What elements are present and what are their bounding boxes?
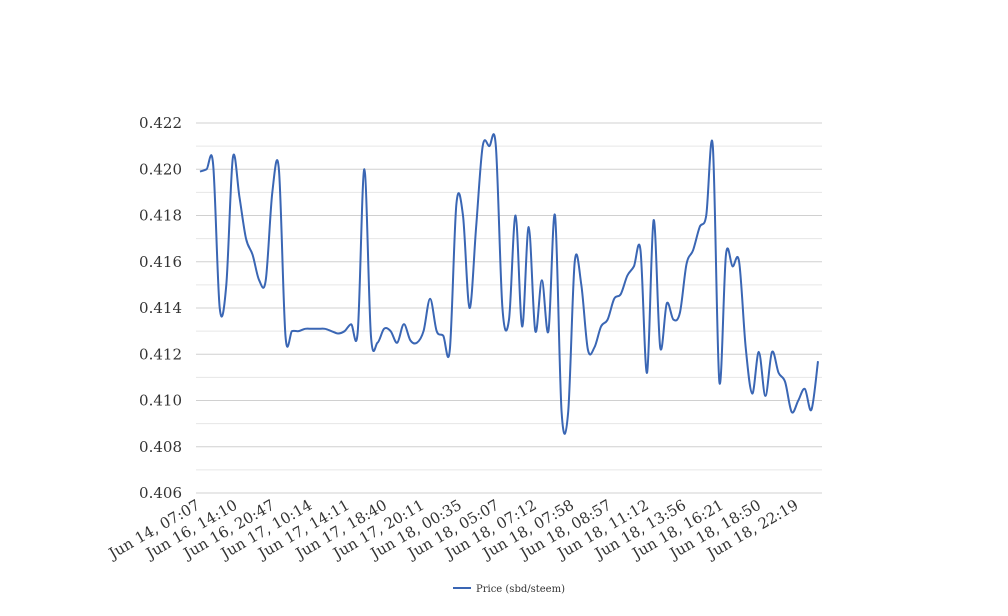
y-tick-label: 0.422 <box>139 114 182 132</box>
series-line <box>199 133 819 435</box>
y-tick-label: 0.416 <box>139 253 182 271</box>
legend: Price (sbd/steem) <box>453 584 565 595</box>
y-tick-label: 0.412 <box>139 345 182 363</box>
y-tick-label: 0.406 <box>139 484 182 502</box>
plot-area <box>199 133 819 435</box>
y-tick-label: 0.418 <box>139 207 182 225</box>
y-axis: 0.406 0.408 0.410 0.412 0.414 0.416 0.418 0.420… <box>139 114 182 502</box>
y-tick-label: 0.410 <box>139 392 182 410</box>
y-tick-label: 0.408 <box>139 438 182 456</box>
legend-label: Price (sbd/steem) <box>476 584 565 595</box>
y-tick-label: 0.414 <box>139 299 182 317</box>
y-tick-label: 0.420 <box>139 160 182 178</box>
